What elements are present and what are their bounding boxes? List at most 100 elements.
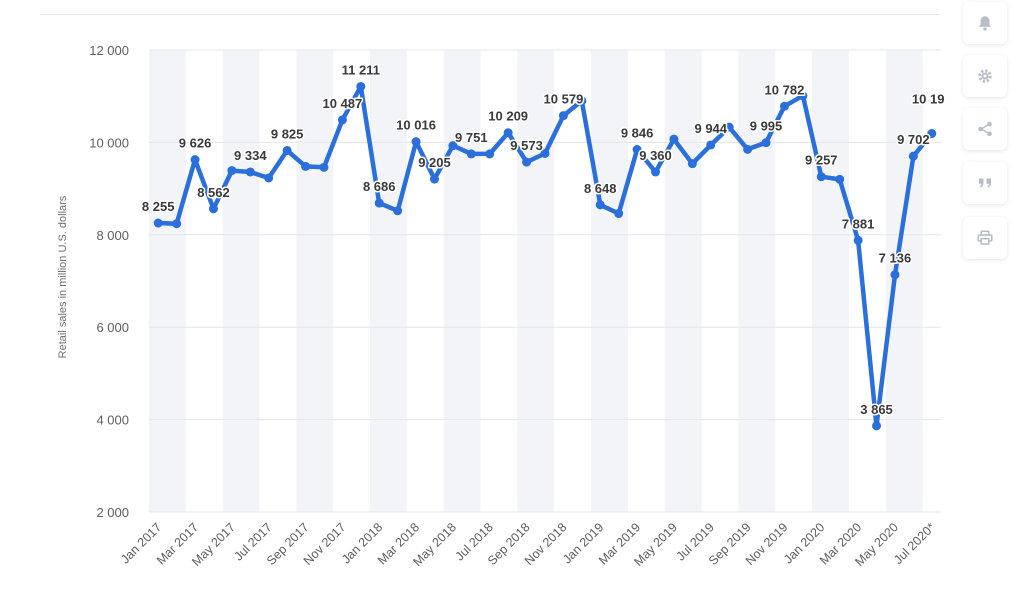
data-point [632, 145, 642, 155]
data-point [816, 172, 826, 182]
data-point [540, 148, 550, 158]
y-tick-label: 4 000 [96, 413, 129, 428]
data-point [393, 206, 403, 216]
column-band [149, 50, 186, 512]
data-labels: 8 255 9 626 8 562 9 334 9 825 10 487 11 211 8 6… [140, 61, 945, 418]
data-point [927, 129, 937, 139]
data-point [651, 167, 661, 177]
data-point [743, 144, 753, 154]
data-label: 3 865 [860, 402, 893, 417]
column-band [885, 50, 923, 512]
gridlines [149, 49, 941, 513]
data-point [245, 167, 255, 177]
data-point [264, 173, 274, 183]
share-icon [978, 121, 992, 137]
data-point [356, 81, 366, 91]
share-button[interactable] [963, 108, 1007, 150]
column-band [370, 50, 407, 512]
data-label: 9 626 [179, 136, 212, 151]
data-point [172, 219, 182, 229]
data-point [798, 91, 808, 101]
bell-icon [979, 16, 991, 31]
data-label: 9 573 [510, 138, 543, 153]
x-tick-label: Jul 2020* [891, 520, 938, 567]
data-point [208, 204, 218, 214]
data-point [614, 209, 624, 219]
data-label: 8 648 [584, 181, 617, 196]
data-point [503, 128, 513, 138]
y-tick-label: 2 000 [96, 505, 129, 520]
top-divider [40, 14, 940, 15]
data-point [319, 162, 329, 172]
y-axis-ticks: 2 000 4 000 6 000 8 000 10 000 12 000 [89, 43, 129, 520]
y-tick-label: 12 000 [89, 43, 129, 58]
data-label: 8 255 [142, 199, 175, 214]
data-point [853, 235, 863, 245]
column-band [443, 50, 481, 512]
data-point [466, 149, 476, 159]
data-label: 9 334 [234, 148, 267, 163]
data-label: 9 702 [897, 132, 930, 147]
column-band [812, 50, 849, 512]
data-point [411, 137, 421, 147]
data-point [153, 218, 163, 228]
data-point [724, 122, 734, 132]
data-label: 10 016 [396, 118, 436, 133]
data-label: 9 751 [455, 130, 488, 145]
data-point [190, 155, 200, 165]
data-point [448, 141, 458, 151]
data-label: 9 825 [271, 126, 304, 141]
gear-icon [978, 69, 992, 83]
data-point [595, 200, 605, 210]
data-point [282, 145, 292, 155]
data-point [669, 134, 679, 144]
data-point [337, 115, 347, 125]
column-band [222, 50, 260, 512]
data-label: 10 487 [323, 96, 363, 111]
data-label: 11 211 [342, 62, 380, 77]
data-point [558, 111, 568, 121]
data-point [227, 166, 237, 176]
data-point [429, 174, 439, 184]
data-point [522, 157, 532, 167]
data-point [687, 159, 697, 169]
data-label: 8 686 [363, 179, 396, 194]
column-band [296, 50, 334, 512]
data-point [577, 96, 587, 106]
data-point [706, 140, 716, 150]
column-bands [149, 50, 923, 512]
data-label: 9 846 [621, 126, 654, 141]
column-band [591, 50, 628, 512]
data-point [301, 161, 311, 171]
series-points [153, 81, 937, 431]
notification-button[interactable] [963, 2, 1007, 44]
data-label: 10 782 [765, 82, 805, 97]
column-band [664, 50, 702, 512]
data-label: 10 192 [912, 92, 945, 107]
quote-icon [979, 178, 991, 188]
data-label: 9 257 [805, 153, 838, 168]
data-point [872, 421, 882, 431]
cite-button[interactable] [963, 162, 1007, 204]
data-label: 8 562 [197, 185, 230, 200]
line-chart: 2 000 4 000 6 000 8 000 10 000 12 000 Retail … [57, 43, 945, 569]
data-label: 10 209 [488, 109, 528, 124]
data-point [761, 138, 771, 148]
y-tick-label: 8 000 [96, 228, 129, 243]
data-label: 10 579 [544, 92, 584, 107]
print-button[interactable] [963, 217, 1007, 259]
data-label: 9 944 [694, 121, 727, 136]
settings-button[interactable] [963, 55, 1007, 97]
y-tick-label: 6 000 [96, 320, 129, 335]
y-axis-title: Retail sales in million U.S. dollars [57, 195, 69, 358]
data-label: 7 136 [879, 251, 912, 266]
data-point [485, 149, 495, 159]
data-point [835, 174, 845, 184]
data-point [374, 198, 384, 208]
print-icon [977, 230, 993, 245]
data-label: 9 995 [750, 119, 783, 134]
y-tick-label: 10 000 [89, 135, 129, 150]
column-band [517, 50, 555, 512]
data-label: 9 360 [639, 148, 672, 163]
